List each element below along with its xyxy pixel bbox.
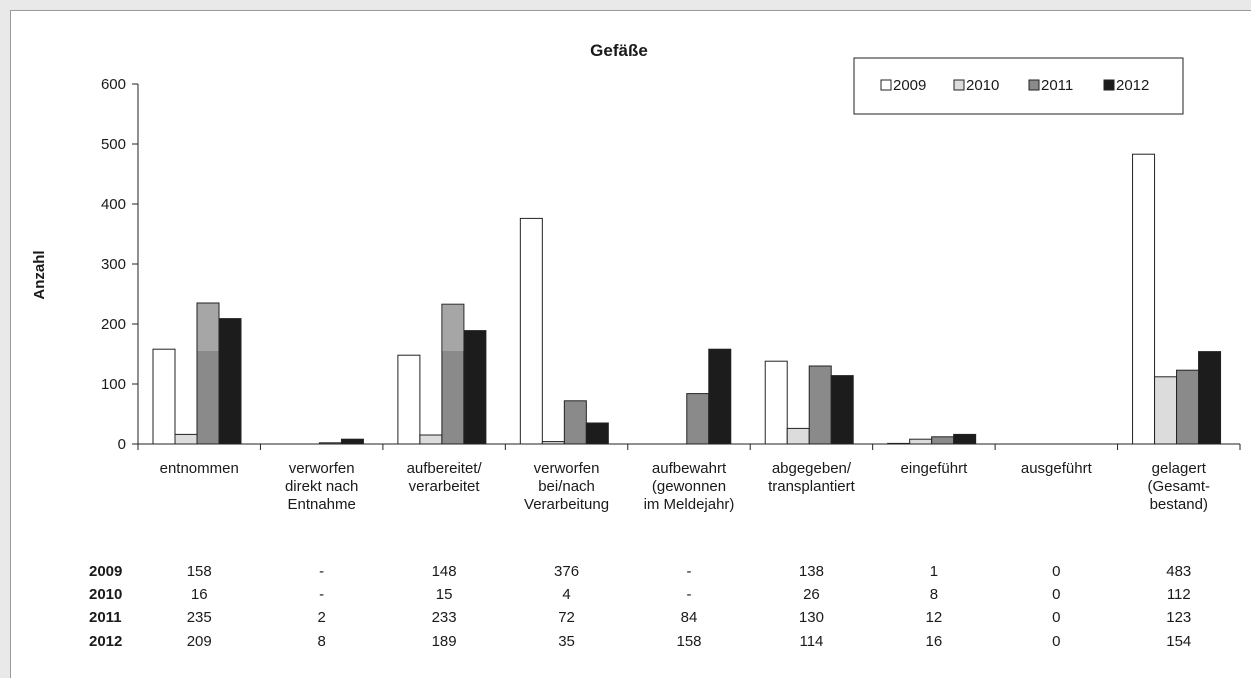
y-tick-label-200: 200: [101, 316, 126, 333]
legend-label-2010: 2010: [966, 77, 999, 94]
table-cell-2012-abgegeben-transplantiert: 114: [799, 633, 823, 650]
table-cell-2011-entnommen: 235: [187, 609, 212, 626]
bar-2012-entnommen: [218, 318, 242, 445]
table-cell-2009-eingef-hrt: 1: [930, 563, 938, 580]
legend-swatch-2009: [880, 79, 892, 91]
x-tick-label-gelagert-gesamt-bestand: gelagert (Gesamt-bestand): [1148, 460, 1211, 513]
bar-2012-gelagert-gesamt-bestand: [1198, 351, 1222, 445]
legend-label-2009: 2009: [893, 77, 926, 94]
bar-highlight-2011-1: [442, 304, 464, 351]
table-row-header-2011: 2011: [89, 609, 122, 626]
table-cell-2011-ausgef-hrt: 0: [1052, 609, 1060, 626]
table-cell-2011-gelagert-gesamt-bestand: 123: [1166, 609, 1191, 626]
bar-2011-verworfen-bei-nach-verarbeitung: [563, 400, 587, 445]
table-row-header-2009: 2009: [89, 563, 122, 580]
bar-2012-verworfen-direkt-nach-entnahme: [340, 438, 364, 445]
table-cell-2012-gelagert-gesamt-bestand: 154: [1166, 633, 1191, 650]
y-tick-label-100: 100: [101, 376, 126, 393]
bar-2012-eingef-hrt: [953, 433, 977, 445]
y-tick-label-600: 600: [101, 76, 126, 93]
bars-group: [152, 153, 1222, 445]
x-tick-labels: entnommen verworfen direkt nach Entnahme auf…: [160, 460, 1210, 513]
bar-2012-aufbereitet-verarbeitet: [463, 330, 487, 445]
x-tick-label-verworfen-bei-nach-verarbeitung: verworfen bei/nach Verarbeitung: [524, 460, 609, 513]
legend-box: [853, 57, 1184, 115]
bar-2010-entnommen: [174, 433, 198, 445]
table-cell-2012-aufbereitet-verarbeitet: 189: [432, 633, 457, 650]
chart-panel: Gefäße Anzahl 0 100 200 300 400 500 600 entnom…: [10, 10, 1251, 678]
table-cell-2009-gelagert-gesamt-bestand: 483: [1166, 563, 1191, 580]
bar-2009-entnommen: [152, 348, 176, 445]
table-cell-2010-aufbewahrt-gewonnen-im-meldejahr: -: [687, 586, 692, 603]
bar-2010-abgegeben-transplantiert: [786, 427, 810, 445]
table-row-header-2012: 2012: [89, 633, 122, 650]
bar-2012-verworfen-bei-nach-verarbeitung: [585, 422, 609, 445]
bar-2010-aufbereitet-verarbeitet: [419, 434, 443, 445]
table-cell-2009-ausgef-hrt: 0: [1052, 563, 1060, 580]
x-tick-label-entnommen: entnommen: [160, 460, 239, 477]
y-axis-label: Anzahl: [31, 250, 48, 299]
table-cell-2011-abgegeben-transplantiert: 130: [799, 609, 824, 626]
bar-2009-verworfen-bei-nach-verarbeitung: [519, 217, 543, 445]
bar-highlight-2011-0: [197, 303, 219, 351]
table-cell-2010-eingef-hrt: 8: [930, 586, 938, 603]
table-cell-2009-verworfen-direkt-nach-entnahme: -: [319, 563, 324, 580]
bar-2009-gelagert-gesamt-bestand: [1132, 153, 1156, 445]
bar-2011-aufbewahrt-gewonnen-im-meldejahr: [686, 393, 710, 445]
legend-swatch-2010: [953, 79, 965, 91]
bar-2011-eingef-hrt: [931, 436, 955, 445]
table-cell-2010-aufbereitet-verarbeitet: 15: [436, 586, 453, 603]
bar-2012-abgegeben-transplantiert: [830, 375, 854, 445]
table-cell-2009-verworfen-bei-nach-verarbeitung: 376: [554, 563, 579, 580]
bar-2012-aufbewahrt-gewonnen-im-meldejahr: [708, 348, 732, 445]
table-cell-2009-entnommen: 158: [187, 563, 212, 580]
legend-swatch-2012: [1103, 79, 1115, 91]
x-tick-label-ausgef-hrt: ausgeführt: [1021, 460, 1093, 477]
table-cell-2012-verworfen-bei-nach-verarbeitung: 35: [558, 633, 575, 650]
x-tick-label-abgegeben-transplantiert: abgegeben/transplantiert: [768, 460, 856, 495]
bar-2010-gelagert-gesamt-bestand: [1154, 376, 1178, 445]
chart-title: Gefäße: [590, 41, 648, 60]
legend-label-2011: 2011: [1041, 77, 1073, 94]
table-cell-2010-entnommen: 16: [191, 586, 208, 603]
y-tick-label-0: 0: [118, 436, 126, 453]
legend-swatch-2011: [1028, 79, 1040, 91]
table-cell-2011-verworfen-bei-nach-verarbeitung: 72: [558, 609, 575, 626]
table-cell-2012-eingef-hrt: 16: [926, 633, 943, 650]
table-cell-2009-abgegeben-transplantiert: 138: [799, 563, 824, 580]
table-cell-2011-eingef-hrt: 12: [926, 609, 943, 626]
bar-2009-abgegeben-transplantiert: [764, 360, 788, 445]
table-cell-2011-aufbewahrt-gewonnen-im-meldejahr: 84: [681, 609, 698, 626]
table-cell-2011-aufbereitet-verarbeitet: 233: [432, 609, 457, 626]
table-cell-2010-ausgef-hrt: 0: [1052, 586, 1060, 603]
table-cell-2010-verworfen-bei-nach-verarbeitung: 4: [562, 586, 570, 603]
bar-2009-aufbereitet-verarbeitet: [397, 354, 421, 445]
table-cell-2011-verworfen-direkt-nach-entnahme: 2: [317, 609, 325, 626]
table-cell-2009-aufbereitet-verarbeitet: 148: [432, 563, 457, 580]
bar-2011-abgegeben-transplantiert: [808, 365, 832, 445]
legend: 2009 2010 2011 2012: [853, 57, 1184, 115]
x-tick-label-eingef-hrt: eingeführt: [901, 460, 969, 477]
x-tick-label-aufbereitet-verarbeitet: aufbereitet/verarbeitet: [407, 460, 483, 495]
axes-group: 0 100 200 300 400 500 600: [101, 76, 1241, 453]
bar-2011-gelagert-gesamt-bestand: [1176, 369, 1200, 445]
table-cell-2012-entnommen: 209: [187, 633, 212, 650]
table-cell-2010-gelagert-gesamt-bestand: 112: [1167, 586, 1191, 603]
table-cell-2012-aufbewahrt-gewonnen-im-meldejahr: 158: [676, 633, 701, 650]
bar-2010-eingef-hrt: [909, 438, 933, 445]
table-cell-2009-aufbewahrt-gewonnen-im-meldejahr: -: [687, 563, 692, 580]
table-row-header-2010: 2010: [89, 586, 122, 603]
table-cell-2012-ausgef-hrt: 0: [1052, 633, 1060, 650]
y-tick-label-300: 300: [101, 256, 126, 273]
x-tick-label-verworfen-direkt-nach-entnahme: verworfen direkt nach Entnahme: [285, 460, 358, 513]
legend-label-2012: 2012: [1116, 77, 1149, 94]
table-cell-2012-verworfen-direkt-nach-entnahme: 8: [317, 633, 325, 650]
x-tick-label-aufbewahrt-gewonnen-im-meldejahr: aufbewahrt (gewonnen im Meldejahr): [644, 460, 735, 513]
table-cell-2010-abgegeben-transplantiert: 26: [803, 586, 820, 603]
y-tick-label-500: 500: [101, 136, 126, 153]
table-cell-2010-verworfen-direkt-nach-entnahme: -: [319, 586, 324, 603]
y-tick-label-400: 400: [101, 196, 126, 213]
